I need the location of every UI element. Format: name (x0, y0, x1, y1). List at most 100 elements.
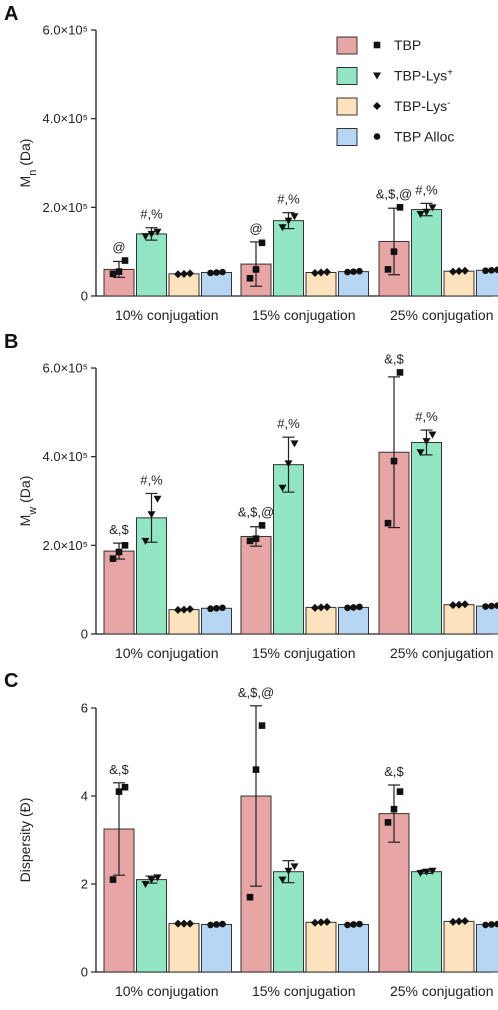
bar (411, 209, 442, 297)
data-point (396, 204, 404, 211)
bar (411, 871, 442, 973)
category-label: 15% conjugation (252, 645, 356, 661)
data-point (461, 266, 469, 275)
data-point (311, 268, 319, 277)
category-label: 10% conjugation (115, 307, 219, 323)
data-point (317, 603, 325, 612)
data-point (252, 535, 260, 542)
significance-label: #,% (415, 182, 438, 197)
bar (305, 606, 337, 635)
data-point (422, 438, 431, 446)
data-point (180, 269, 188, 278)
data-point (180, 919, 188, 928)
data-point (174, 606, 182, 615)
data-point (488, 921, 495, 928)
data-point (344, 604, 351, 612)
data-point (494, 602, 498, 609)
data-point (213, 604, 220, 612)
y-axis-label-unit: (Da) (17, 139, 33, 170)
data-point (390, 248, 398, 255)
legend-label-main: TBP-Lys (394, 68, 447, 84)
y-tick-label: 6.0×10⁵ (42, 361, 88, 376)
data-point (482, 921, 489, 929)
legend-swatch (336, 67, 358, 85)
legend-label-main: TBP-Lys (394, 98, 447, 114)
legend-marker (373, 41, 381, 49)
data-point (449, 917, 457, 926)
legend-marker (373, 102, 381, 110)
panel-C: C 0 2 4 6 Dispersity (Đ) 10% conjugation 15% co… (4, 670, 498, 999)
significance-label: #,% (277, 192, 300, 207)
bar (240, 535, 272, 635)
bar (305, 921, 337, 973)
bar (273, 871, 304, 973)
legend-label-sup: - (447, 98, 450, 109)
data-point (396, 788, 404, 795)
panel-A: A 0 2.0×10⁵ 4.0×10⁵ 6.0×10⁵ Mn (Da) 10% conjug… (4, 3, 498, 323)
data-point (153, 495, 162, 503)
data-point (213, 269, 220, 276)
data-point (278, 876, 287, 884)
data-point (207, 269, 214, 277)
y-axis-label: Dispersity (Đ) (17, 798, 33, 883)
panel-label: A (4, 3, 18, 25)
data-point (416, 870, 425, 877)
category-label: 15% conjugation (252, 983, 356, 999)
significance-label: &,$,@ (376, 186, 412, 201)
data-point (174, 919, 182, 928)
data-point (115, 548, 123, 556)
bar (273, 464, 304, 635)
data-point (350, 921, 357, 928)
y-tick-label: 0 (81, 289, 88, 304)
data-point (323, 602, 331, 611)
bar (378, 451, 410, 635)
data-point (455, 600, 463, 609)
bar (273, 220, 304, 297)
legend-label-sup: + (447, 67, 453, 78)
category-label: 10% conjugation (115, 645, 219, 661)
data-point (109, 876, 117, 883)
significance-label: @ (112, 240, 125, 255)
data-point (323, 917, 331, 926)
legend-label: TBP Alloc (394, 129, 454, 145)
data-point (455, 917, 463, 926)
bar (411, 441, 442, 635)
data-point (258, 239, 266, 247)
data-point (258, 722, 266, 729)
data-point (494, 266, 498, 274)
data-point (311, 918, 319, 927)
data-point (384, 266, 392, 273)
data-point (115, 268, 123, 275)
y-axis-label-sub: w (27, 507, 39, 516)
data-point (121, 783, 129, 791)
data-point (290, 440, 299, 448)
bar (476, 269, 498, 297)
data-point (141, 233, 150, 241)
data-point (344, 268, 351, 276)
data-point (494, 920, 498, 928)
bar (201, 607, 232, 635)
data-point (252, 766, 260, 773)
data-point (278, 224, 287, 232)
significance-label: &,$ (384, 351, 404, 366)
legend-item: TBP Alloc (336, 128, 454, 146)
legend-label: TBP (394, 37, 421, 53)
data-point (449, 267, 457, 276)
data-point (344, 921, 351, 929)
legend-label-main: TBP (394, 37, 421, 53)
legend-swatch (336, 97, 358, 116)
data-point (356, 920, 363, 928)
data-point (428, 867, 437, 875)
bar (136, 233, 167, 297)
data-point (258, 522, 266, 529)
data-point (488, 266, 495, 274)
legend-item: TBP (336, 36, 421, 55)
data-point (461, 916, 469, 925)
data-point (252, 266, 260, 273)
bar (103, 550, 135, 635)
y-tick-label: 4.0×10⁵ (42, 449, 88, 464)
y-tick-label: 2.0×10⁵ (42, 538, 88, 553)
data-point (422, 868, 431, 876)
data-point (323, 268, 331, 277)
